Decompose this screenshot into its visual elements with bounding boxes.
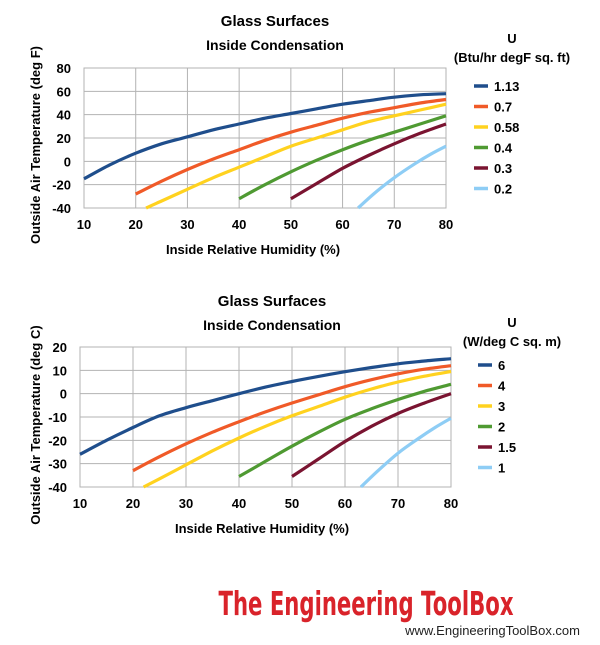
brand-url: www.EngineeringToolBox.com [404, 623, 580, 638]
x-tick-label: 80 [444, 496, 458, 511]
series-line-3 [238, 114, 447, 201]
legend-label: 6 [498, 358, 505, 373]
x-tick-label: 20 [128, 217, 142, 232]
chart-subtitle: Inside Condensation [203, 317, 341, 333]
series-line-3 [238, 382, 452, 478]
x-tick-label: 20 [126, 496, 140, 511]
legend-label: 1.5 [498, 440, 516, 455]
chart-celsius: Glass Surfaces Inside Condensation U (W/… [28, 293, 561, 536]
x-axis-label: Inside Relative Humidity (%) [166, 242, 340, 257]
x-tick-label: 60 [338, 496, 352, 511]
legend-label: 4 [498, 379, 506, 394]
y-tick-label: 40 [57, 108, 71, 123]
legend-label: 1.13 [494, 79, 519, 94]
x-tick-label: 40 [232, 217, 246, 232]
y-tick-label: -30 [48, 457, 67, 472]
series-line-5 [359, 416, 452, 489]
legend-label: 0.58 [494, 120, 519, 135]
series-line-1 [132, 364, 452, 473]
series-line-1 [134, 97, 447, 196]
legend-title-line-1: U [507, 31, 516, 46]
legend-title-line-1: U [507, 315, 516, 330]
y-tick-label: 20 [57, 131, 71, 146]
chart-fahrenheit: Glass Surfaces Inside Condensation U (Bt… [28, 13, 570, 257]
x-tick-label: 60 [335, 217, 349, 232]
chart-subtitle: Inside Condensation [206, 37, 344, 53]
legend-label: 0.7 [494, 100, 512, 115]
series-line-5 [357, 144, 447, 210]
y-tick-label: -40 [52, 201, 71, 216]
x-tick-label: 80 [439, 217, 453, 232]
legend-label: 2 [498, 420, 505, 435]
y-tick-label: -20 [52, 178, 71, 193]
legend-title-line-2: (Btu/hr degF sq. ft) [454, 50, 570, 65]
y-tick-label: 80 [57, 61, 71, 76]
y-tick-label: -40 [48, 480, 67, 495]
y-tick-label: -10 [48, 410, 67, 425]
y-axis-label: Outside Air Temperature (deg F) [28, 46, 43, 244]
plot-area [83, 67, 447, 209]
legend-title-line-2: (W/deg C sq. m) [463, 334, 561, 349]
y-tick-label: 0 [60, 387, 67, 402]
chart-title: Glass Surfaces [218, 293, 326, 310]
y-tick-label: 10 [53, 363, 67, 378]
x-tick-label: 30 [180, 217, 194, 232]
series-line-4 [290, 122, 447, 201]
legend-label: 0.3 [494, 161, 512, 176]
chart-title: Glass Surfaces [221, 13, 329, 30]
series-line-0 [79, 357, 452, 456]
x-tick-label: 40 [232, 496, 246, 511]
plot-area [79, 346, 452, 488]
series-line-2 [145, 102, 447, 210]
brand-logo-text: The Engineering ToolBox [219, 584, 514, 623]
y-tick-label: 60 [57, 84, 71, 99]
x-tick-label: 50 [284, 217, 298, 232]
y-tick-label: -20 [48, 433, 67, 448]
x-tick-label: 10 [77, 217, 91, 232]
legend-label: 0.2 [494, 182, 512, 197]
legend-label: 3 [498, 399, 505, 414]
x-tick-label: 10 [73, 496, 87, 511]
series-line-0 [83, 92, 447, 181]
y-tick-label: 0 [64, 154, 71, 169]
legend-label: 0.4 [494, 141, 513, 156]
series-line-2 [142, 369, 452, 489]
series-line-4 [291, 392, 452, 478]
x-axis-label: Inside Relative Humidity (%) [175, 521, 349, 536]
x-tick-label: 50 [285, 496, 299, 511]
legend-label: 1 [498, 461, 505, 476]
y-tick-label: 20 [53, 340, 67, 355]
x-tick-label: 70 [391, 496, 405, 511]
y-axis-label: Outside Air Temperature (deg C) [28, 325, 43, 524]
x-tick-label: 30 [179, 496, 193, 511]
x-tick-label: 70 [387, 217, 401, 232]
